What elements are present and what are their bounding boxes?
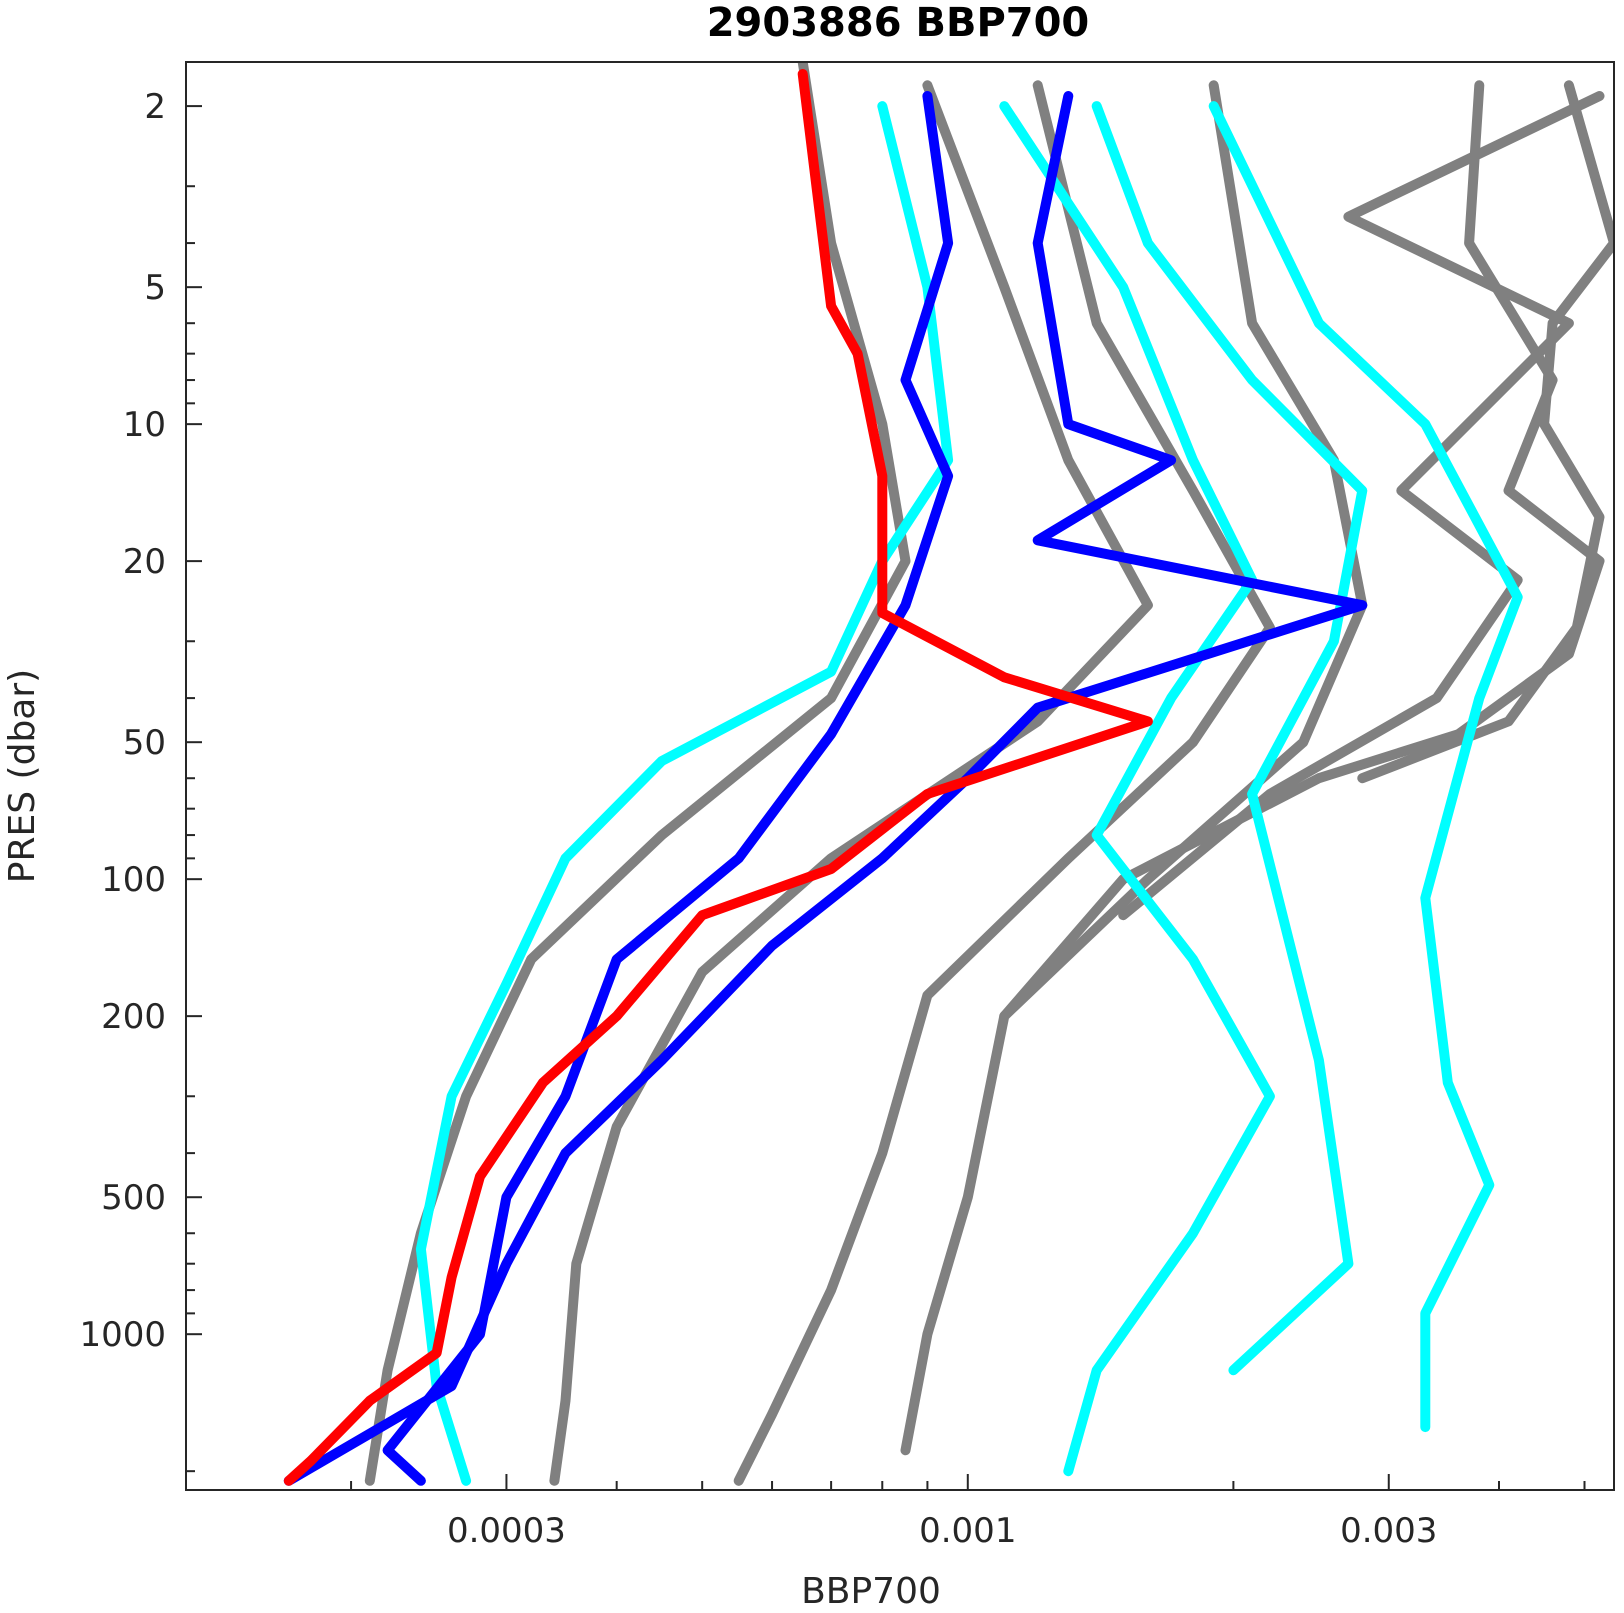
y-tick-label: 1000: [79, 1315, 166, 1355]
x-axis-label: BBP700: [801, 1571, 941, 1612]
series-line-10: [1208, 101, 1523, 1433]
series-line-1: [364, 62, 911, 1486]
plot-frame: [185, 61, 1615, 1491]
x-tick-label: 0.0003: [447, 1511, 566, 1551]
y-tick-label: 10: [123, 405, 166, 445]
x-tick-label: 0.003: [1340, 1511, 1437, 1551]
y-tick-label: 500: [101, 1178, 166, 1218]
series-line-6: [1357, 80, 1614, 784]
y-axis-label: PRES (dbar): [2, 669, 43, 883]
series-line-11: [1091, 101, 1368, 1376]
y-tick-label: 100: [101, 860, 166, 900]
y-tick-label: 2: [144, 87, 166, 127]
series-line-2: [549, 80, 1153, 1486]
x-tick-label: 0.001: [919, 1511, 1016, 1551]
series-line-8: [415, 101, 954, 1486]
series-line-3: [733, 80, 1275, 1486]
axes: 0.0003 0.001 0.003 2 5 10 20 50 100 200 500 1000: [79, 61, 1615, 1551]
series-line-9: [999, 101, 1275, 1477]
y-tick-label: 5: [144, 268, 166, 308]
series-line-12: [382, 91, 954, 1486]
y-tick-label: 50: [123, 723, 166, 763]
series-line-14: [283, 69, 1153, 1486]
chart-title: 2903886 BBP700: [707, 0, 1090, 46]
series-line-7: [1118, 91, 1605, 921]
y-tick-label: 20: [123, 542, 166, 582]
y-tick-label: 200: [101, 997, 166, 1037]
series-line-4: [900, 80, 1368, 1456]
plot-area: [283, 62, 1614, 1486]
